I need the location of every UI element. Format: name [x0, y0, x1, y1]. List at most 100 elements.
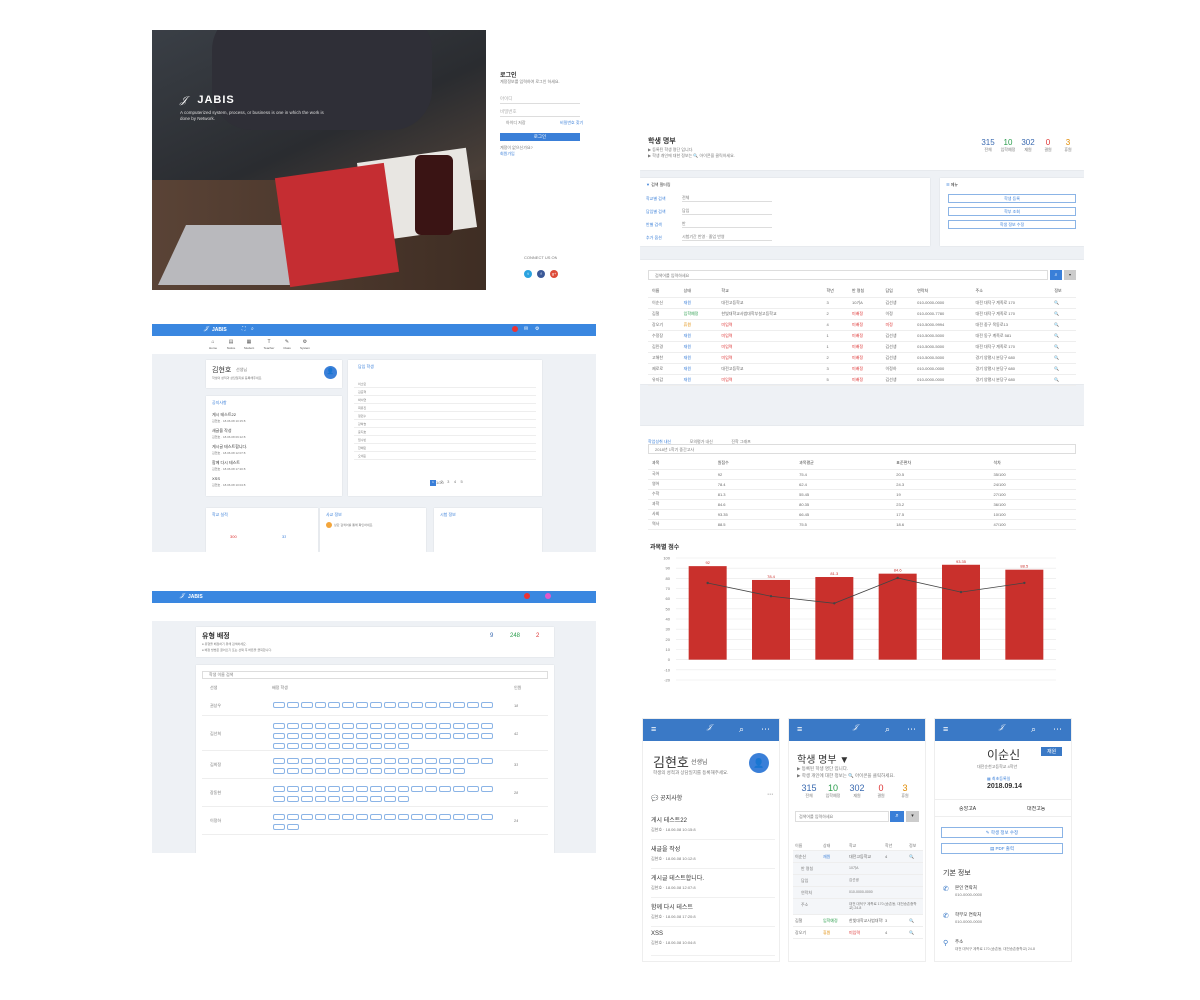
student-chip[interactable]: [383, 796, 396, 802]
table-row[interactable]: 강오기 휴원 미입력 4 🔍: [793, 927, 923, 939]
column-header[interactable]: 학년: [885, 843, 893, 848]
student-chip[interactable]: [300, 786, 313, 792]
tab-mock[interactable]: 모의평가 내신: [689, 439, 713, 444]
student-chip[interactable]: [328, 733, 341, 739]
student-chip[interactable]: [314, 723, 327, 729]
settings-icon[interactable]: ⚙: [535, 326, 540, 332]
student-chip[interactable]: [314, 733, 327, 739]
student-chip[interactable]: [286, 824, 299, 830]
student-chip[interactable]: [452, 723, 465, 729]
student-chip[interactable]: [439, 768, 451, 774]
expand-icon[interactable]: ⛶: [242, 326, 246, 332]
notice-item[interactable]: 새글을 작성 김현호 · 18.06.08 09:12:8: [212, 428, 246, 439]
student-chip[interactable]: [466, 723, 479, 729]
notice-item[interactable]: 함께 다시 테스트 김현호 · 18.06.08 17:20:8: [651, 898, 775, 927]
table-cell[interactable]: 🔍: [1050, 330, 1076, 342]
student-chip[interactable]: [286, 758, 299, 764]
student-chip[interactable]: [397, 702, 410, 708]
table-cell[interactable]: 🔍: [1050, 341, 1076, 353]
notice-item[interactable]: XSS 김현호 · 18.06.08 10:04:8: [651, 927, 775, 956]
student-chip[interactable]: [452, 814, 465, 820]
student-chip[interactable]: [300, 796, 313, 802]
menu-icon[interactable]: ≡: [797, 724, 803, 734]
student-chip[interactable]: [342, 796, 355, 802]
student-chip[interactable]: [383, 733, 396, 739]
table-row[interactable]: 정민수: [354, 412, 536, 420]
column-header[interactable]: 정보: [909, 843, 917, 848]
student-chip[interactable]: [273, 758, 285, 764]
student-chip[interactable]: [383, 786, 396, 792]
google-plus-icon[interactable]: g+: [550, 270, 558, 278]
table-row[interactable]: 김민경 재원 미입력 1 미배정 김선생 010-5000-5000 대전 대덕구 계족로 1…: [648, 341, 1076, 353]
student-chip[interactable]: [342, 758, 355, 764]
student-chip[interactable]: [397, 743, 410, 749]
student-chip[interactable]: [480, 814, 493, 820]
table-cell[interactable]: 🔍: [1050, 319, 1076, 331]
student-chip[interactable]: [356, 758, 368, 764]
student-chip[interactable]: [480, 786, 493, 792]
student-chip[interactable]: [425, 723, 438, 729]
search-button[interactable]: ⌕: [1050, 270, 1062, 280]
student-chip[interactable]: [356, 814, 368, 820]
search-icon[interactable]: ⌕: [739, 724, 745, 734]
table-cell[interactable]: 🔍: [1050, 363, 1076, 375]
student-chip[interactable]: [411, 733, 424, 739]
search-input[interactable]: 검색어를 입력하세요: [648, 270, 1048, 280]
student-chip[interactable]: [342, 702, 355, 708]
password-input[interactable]: 비밀번호: [500, 107, 580, 117]
more-icon[interactable]: ⋯: [907, 724, 916, 734]
edit-student-button[interactable]: ✎ 학생 정보 수정: [941, 827, 1063, 838]
table-row[interactable]: 오세훈: [354, 452, 536, 460]
dropdown-button[interactable]: ▾: [906, 811, 919, 822]
student-chip[interactable]: [356, 743, 368, 749]
column-header[interactable]: 학교: [717, 286, 823, 298]
student-chip[interactable]: [328, 814, 341, 820]
student-chip[interactable]: [300, 702, 313, 708]
student-chip[interactable]: [466, 702, 479, 708]
notice-item[interactable]: 게시 테스트22 김현호 · 18.06.08 10:15:8: [212, 412, 246, 423]
page-button[interactable]: 4: [453, 479, 457, 484]
student-chip[interactable]: [369, 814, 382, 820]
notice-item[interactable]: 함께 다시 테스트 김현호 · 18.06.08 17:20:8: [212, 460, 246, 471]
page-button[interactable]: 3: [447, 479, 450, 484]
more-icon[interactable]: ⋯: [767, 792, 773, 798]
student-chip[interactable]: [342, 723, 355, 729]
student-chip[interactable]: [273, 743, 285, 749]
column-header[interactable]: 연락처: [913, 286, 972, 298]
student-chip[interactable]: [314, 758, 327, 764]
student-chip[interactable]: [328, 768, 341, 774]
student-chip[interactable]: [356, 796, 368, 802]
remember-checkbox[interactable]: 아이디 저장: [506, 120, 526, 125]
column-header[interactable]: 이름: [648, 286, 680, 298]
student-chip[interactable]: [411, 814, 424, 820]
student-chip[interactable]: [466, 786, 479, 792]
student-chip[interactable]: [328, 758, 341, 764]
student-chip[interactable]: [466, 758, 479, 764]
student-chip[interactable]: [342, 768, 355, 774]
student-chip[interactable]: [328, 702, 341, 708]
table-row[interactable]: 유지갑 재원 미입력 5 미배정 김선생 010-0000-0000 경기 양평시 분당구 6…: [648, 374, 1076, 386]
student-chip[interactable]: [356, 733, 368, 739]
table-row[interactable]: 김희정: [202, 751, 548, 779]
table-cell[interactable]: 🔍: [1050, 308, 1076, 320]
student-chip[interactable]: [397, 814, 410, 820]
filter-select[interactable]: 담임: [682, 208, 772, 215]
student-chip[interactable]: [425, 702, 438, 708]
student-chip[interactable]: [425, 786, 438, 792]
student-chip[interactable]: [328, 796, 341, 802]
facebook-icon[interactable]: f: [537, 270, 545, 278]
student-chip[interactable]: [369, 786, 382, 792]
student-chip[interactable]: [369, 758, 382, 764]
filter-select[interactable]: 반: [682, 221, 772, 228]
student-chip[interactable]: [286, 723, 299, 729]
table-cell[interactable]: 🔍: [1050, 374, 1076, 386]
search-icon[interactable]: ⌕: [251, 326, 254, 332]
student-chip[interactable]: [369, 768, 382, 774]
parent-lookup-button[interactable]: 학부 조회: [948, 207, 1076, 216]
student-chip[interactable]: [273, 723, 285, 729]
student-chip[interactable]: [480, 758, 493, 764]
student-chip[interactable]: [356, 702, 368, 708]
student-chip[interactable]: [425, 814, 438, 820]
student-chip[interactable]: [342, 743, 355, 749]
table-row[interactable]: 이순신 재원 대전고등학교 3 10기A 김선생 010-0000-0000 대전 대덕구 계…: [648, 297, 1076, 309]
